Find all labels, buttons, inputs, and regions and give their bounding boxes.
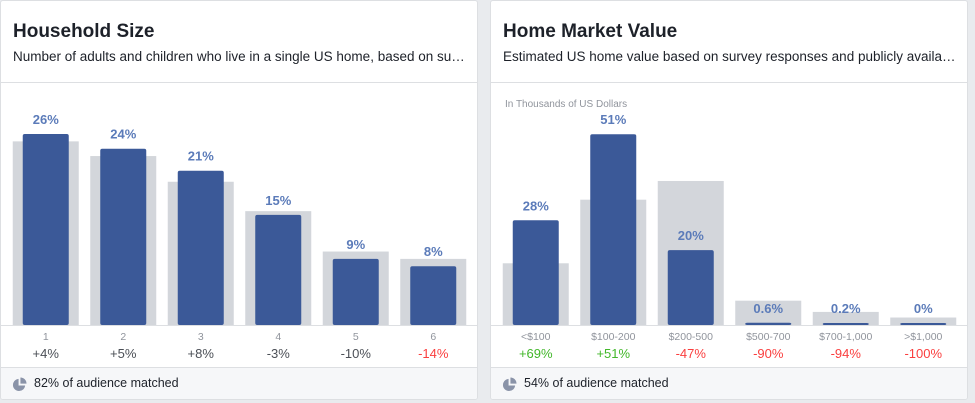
category-tick-label: 1 [43,331,49,343]
percent-label: 0.6% [753,301,783,316]
comparison-bar [735,300,802,325]
pie-chart-icon [502,377,517,392]
unit-note: In Thousands of US Dollars [505,99,627,110]
percent-label: 21% [188,149,214,164]
card-header: Home Market Value Estimated US home valu… [491,1,967,83]
audience-bar [22,134,69,325]
category-tick-label: 3 [198,331,204,343]
percent-label: 28% [523,198,549,213]
change-label: +8% [188,346,215,361]
percent-label: 26% [33,112,59,127]
category-tick-label: >$1,000 [904,331,942,343]
audience-match-text: 54% of audience matched [524,376,669,390]
change-label: +5% [110,346,137,361]
category-tick-label: $700-1,000 [819,331,872,343]
card-subtitle: Number of adults and children who live i… [13,49,468,64]
category-tick-label: $500-700 [746,331,791,343]
audience-bar [255,214,302,325]
audience-bar [590,134,637,325]
percent-label: 0.2% [831,301,861,316]
category-tick-label: $100-200 [591,331,636,343]
change-label: -14% [418,346,449,361]
percent-label: 51% [600,112,626,127]
percent-label: 9% [346,237,365,252]
audience-bar [100,148,147,325]
change-label: -100% [904,346,942,361]
change-label: -10% [341,346,372,361]
percent-label: 15% [265,193,291,208]
change-label: +51% [596,346,630,361]
card-header: Household Size Number of adults and chil… [1,1,477,83]
audience-bar [410,266,457,325]
change-label: +69% [519,346,553,361]
percent-label: 20% [678,228,704,243]
home-market-value-chart: In Thousands of US Dollars 28% <$100 +69% 5… [491,99,967,361]
household-size-chart: 26% 1 +4% 24% 2 +5% 21% 3 +8% 15% 4 -3% 9% 5 -10% 8% 6 -1… [1,112,477,361]
household-size-card: Household Size Number of adults and chil… [0,0,478,400]
audience-bar [512,220,559,325]
percent-label: 8% [424,244,443,259]
change-label: -94% [831,346,862,361]
pie-chart-icon [12,377,27,392]
change-label: +4% [33,346,60,361]
card-title: Household Size [13,21,155,42]
audience-bar [822,323,869,325]
percent-label: 0% [914,301,933,316]
comparison-bar [812,311,879,325]
audience-match-footer: 82% of audience matched [1,367,477,399]
audience-match-text: 82% of audience matched [34,376,179,390]
audience-bar [332,258,379,325]
category-tick-label: 2 [120,331,126,343]
home-market-value-card: Home Market Value Estimated US home valu… [490,0,968,400]
change-label: -3% [267,346,291,361]
card-title: Home Market Value [503,21,678,42]
comparison-bar [890,317,957,325]
category-tick-label: 4 [275,331,281,343]
category-tick-label: 5 [353,331,359,343]
audience-match-footer: 54% of audience matched [491,367,967,399]
category-tick-label: 6 [430,331,436,343]
change-label: -90% [753,346,784,361]
audience-bar [667,250,714,325]
audience-bar [177,170,224,325]
category-tick-label: <$100 [521,331,551,343]
audience-bar [900,323,947,325]
percent-label: 24% [110,127,136,142]
audience-bar [745,322,792,325]
change-label: -47% [676,346,707,361]
card-subtitle: Estimated US home value based on survey … [503,49,958,64]
category-tick-label: $200-500 [669,331,714,343]
